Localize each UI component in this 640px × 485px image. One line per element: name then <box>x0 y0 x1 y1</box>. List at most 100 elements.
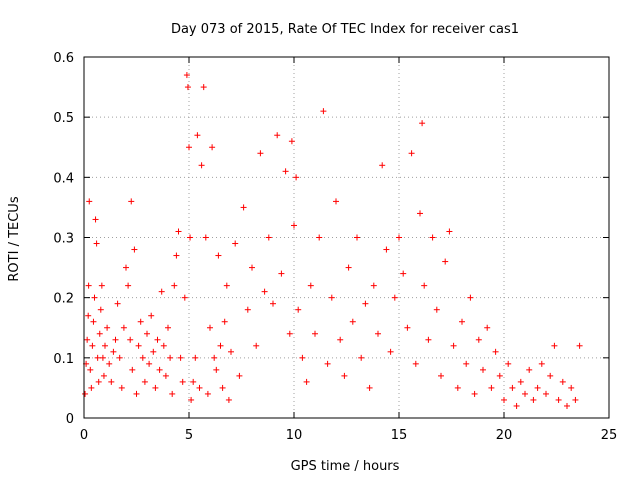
data-point <box>128 198 135 205</box>
data-point <box>551 342 558 349</box>
data-point <box>433 306 440 313</box>
data-point <box>454 384 461 391</box>
y-tick-label: 0 <box>66 412 74 427</box>
data-point <box>123 264 129 271</box>
x-tick-label: 20 <box>496 428 513 443</box>
data-point <box>90 318 97 325</box>
data-point <box>116 354 123 361</box>
data-point <box>291 222 297 229</box>
data-point <box>463 360 470 367</box>
y-axis-label: ROTI / TECUs <box>7 196 22 281</box>
data-point <box>337 336 344 343</box>
data-point <box>92 216 99 223</box>
data-point <box>112 336 119 343</box>
data-point <box>131 246 138 253</box>
data-point <box>475 336 482 343</box>
data-point <box>188 396 195 403</box>
data-point <box>312 330 318 337</box>
x-tick-label: 25 <box>601 428 618 443</box>
data-point <box>194 132 201 139</box>
x-tick-label: 5 <box>185 428 193 443</box>
data-point <box>244 306 251 313</box>
data-point <box>492 348 499 355</box>
data-point <box>270 300 276 307</box>
data-point <box>82 390 89 397</box>
data-point <box>366 384 373 391</box>
data-point <box>202 234 209 241</box>
data-point <box>370 282 377 289</box>
data-point <box>125 282 132 289</box>
data-point <box>547 372 554 379</box>
data-point <box>110 348 117 355</box>
data-point <box>150 348 157 355</box>
data-point <box>303 378 310 385</box>
data-point <box>387 348 394 355</box>
data-point <box>543 390 549 397</box>
data-point <box>316 234 323 241</box>
data-point <box>501 396 507 403</box>
data-point <box>228 348 234 355</box>
data-point <box>559 378 566 385</box>
y-tick-label: 0.4 <box>53 171 74 186</box>
data-point <box>93 240 100 247</box>
data-point <box>534 384 541 391</box>
data-point <box>576 342 583 349</box>
data-point <box>555 396 562 403</box>
data-point <box>257 150 264 157</box>
data-point <box>274 132 281 139</box>
data-point <box>167 354 174 361</box>
data-point <box>320 108 327 115</box>
x-tick-label: 0 <box>80 428 88 443</box>
data-point <box>488 384 495 391</box>
data-point <box>232 240 239 247</box>
data-point <box>236 372 243 379</box>
data-point <box>169 390 176 397</box>
data-point <box>225 396 232 403</box>
data-point <box>96 330 103 337</box>
data-point <box>417 210 423 217</box>
data-point <box>95 378 102 385</box>
x-axis-label: GPS time / hours <box>291 459 400 474</box>
data-point <box>341 372 348 379</box>
data-point <box>333 198 339 205</box>
data-points <box>82 72 583 409</box>
data-point <box>223 282 230 289</box>
data-point <box>215 252 222 259</box>
data-point <box>120 324 127 331</box>
data-point <box>173 252 180 259</box>
data-point <box>104 324 111 331</box>
data-point <box>106 360 113 367</box>
data-point <box>196 384 203 391</box>
data-point <box>362 300 369 307</box>
data-point <box>129 366 136 373</box>
data-point <box>148 312 155 319</box>
data-point <box>114 300 121 307</box>
data-point <box>425 336 432 343</box>
data-point <box>299 354 306 361</box>
data-point <box>154 336 161 343</box>
x-tick-label: 15 <box>391 428 408 443</box>
data-point <box>307 282 314 289</box>
data-point <box>211 354 218 361</box>
data-point <box>94 354 101 361</box>
data-point <box>513 402 520 409</box>
chart-title: Day 073 of 2015, Rate Of TEC Index for r… <box>171 22 519 37</box>
data-point <box>175 228 182 235</box>
data-point <box>99 354 106 361</box>
data-point <box>156 366 163 373</box>
data-point <box>204 390 211 397</box>
data-point <box>391 294 398 301</box>
y-tick-label: 0.1 <box>53 352 74 367</box>
data-point <box>186 144 192 151</box>
data-point <box>375 330 381 337</box>
data-point <box>412 360 419 367</box>
data-point <box>419 120 426 127</box>
data-point <box>89 342 96 349</box>
data-point <box>253 342 260 349</box>
data-point <box>484 324 491 331</box>
data-point <box>278 270 285 277</box>
data-point <box>133 390 140 397</box>
data-point <box>438 372 444 379</box>
data-point <box>87 366 94 373</box>
axis-ticks: 0 5 10 15 20 25 0 0.1 0.2 0.3 0.4 0.5 0.6 <box>53 51 617 443</box>
